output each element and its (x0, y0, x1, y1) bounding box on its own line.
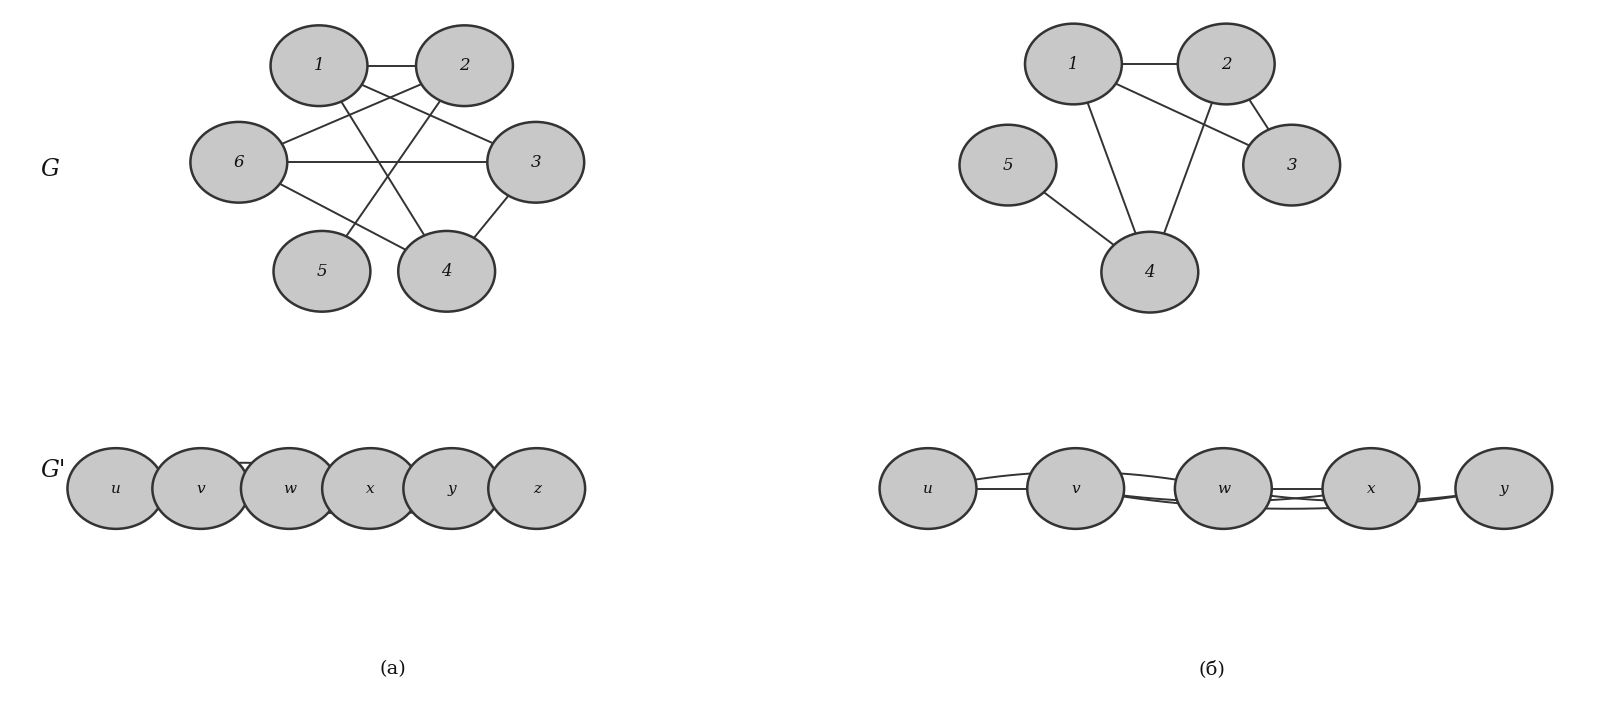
Text: u: u (111, 481, 120, 496)
Ellipse shape (191, 122, 287, 202)
Ellipse shape (1178, 23, 1274, 104)
Text: 1: 1 (1067, 55, 1079, 72)
Ellipse shape (488, 448, 586, 529)
Text: y: y (448, 481, 456, 496)
Ellipse shape (152, 448, 249, 529)
Text: 5: 5 (1003, 156, 1013, 173)
Ellipse shape (1244, 125, 1340, 205)
Ellipse shape (488, 122, 584, 202)
Text: G': G' (40, 459, 66, 482)
Ellipse shape (416, 25, 514, 106)
Ellipse shape (1027, 448, 1124, 529)
Ellipse shape (403, 448, 501, 529)
Ellipse shape (323, 448, 419, 529)
Text: 3: 3 (530, 154, 541, 171)
Ellipse shape (67, 448, 164, 529)
Ellipse shape (1175, 448, 1271, 529)
Ellipse shape (880, 448, 976, 529)
Text: x: x (366, 481, 376, 496)
Ellipse shape (271, 25, 368, 106)
Text: 5: 5 (316, 263, 327, 280)
Text: 1: 1 (313, 57, 324, 74)
Text: y: y (1499, 481, 1509, 496)
Ellipse shape (960, 125, 1056, 205)
Ellipse shape (1323, 448, 1419, 529)
Text: (б): (б) (1199, 660, 1225, 678)
Text: v: v (1072, 481, 1080, 496)
Ellipse shape (273, 231, 371, 312)
Text: w: w (282, 481, 295, 496)
Text: z: z (533, 481, 541, 496)
Text: 6: 6 (233, 154, 244, 171)
Text: 4: 4 (1144, 263, 1156, 280)
Text: u: u (923, 481, 933, 496)
Text: 2: 2 (459, 57, 470, 74)
Text: 4: 4 (441, 263, 453, 280)
Text: G: G (40, 159, 59, 181)
Text: x: x (1367, 481, 1375, 496)
Ellipse shape (398, 231, 494, 312)
Text: 2: 2 (1221, 55, 1231, 72)
Text: (a): (a) (380, 660, 406, 678)
Ellipse shape (241, 448, 337, 529)
Text: w: w (1217, 481, 1229, 496)
Ellipse shape (1456, 448, 1552, 529)
Ellipse shape (1026, 23, 1122, 104)
Text: v: v (196, 481, 205, 496)
Ellipse shape (1101, 232, 1199, 312)
Text: 3: 3 (1286, 156, 1297, 173)
